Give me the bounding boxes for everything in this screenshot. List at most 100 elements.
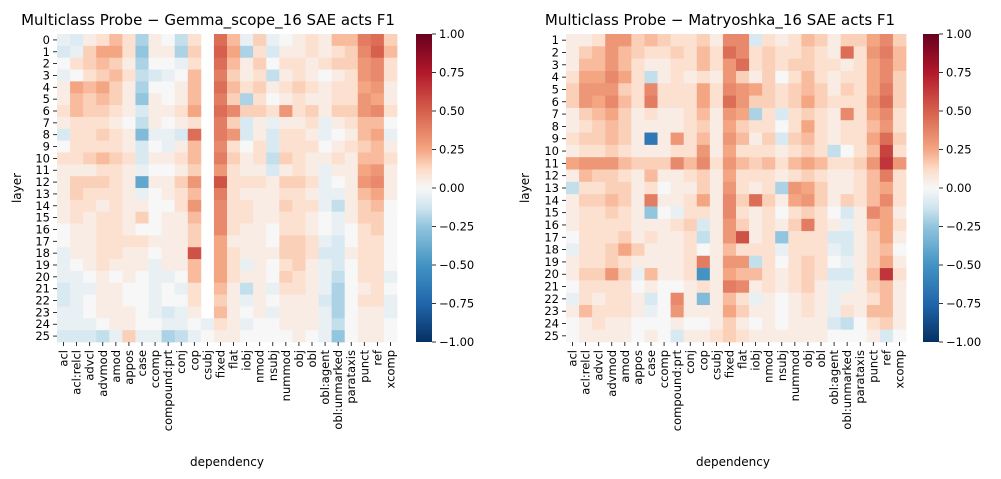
heatmap-cell — [279, 188, 293, 201]
heatmap-cell — [305, 259, 319, 272]
heatmap-cell — [344, 45, 359, 59]
heatmap-cell — [318, 294, 333, 307]
heatmap-cell — [670, 107, 685, 121]
heatmap-cell — [344, 270, 359, 284]
heatmap-cell — [253, 188, 267, 201]
heatmap-cell — [370, 318, 385, 331]
heatmap-cell — [187, 176, 202, 189]
heatmap-cell — [279, 152, 293, 165]
heatmap-cell — [670, 280, 685, 294]
heatmap-cell — [57, 176, 71, 189]
heatmap-cell — [83, 199, 97, 213]
heatmap-cell — [253, 270, 267, 284]
x-tick-label: cop — [696, 350, 710, 371]
heatmap-cell — [749, 206, 763, 220]
heatmap-cell — [253, 105, 267, 118]
heatmap-cell — [148, 223, 163, 236]
heatmap-cell — [722, 95, 737, 109]
heatmap-cell — [240, 116, 254, 130]
heatmap-cell — [631, 58, 645, 72]
colorbar-tick-label: 0.25 — [946, 143, 972, 157]
heatmap-cell — [605, 280, 619, 294]
heatmap-cell — [853, 144, 868, 158]
heatmap-cell — [266, 211, 280, 224]
heatmap-cell — [749, 107, 763, 121]
heatmap-cell — [683, 194, 698, 207]
heatmap-cell — [866, 83, 881, 96]
heatmap-cell — [644, 218, 658, 232]
x-tick-label: advmod — [605, 350, 619, 397]
heatmap-cell — [722, 329, 737, 343]
heatmap-cell — [879, 34, 894, 47]
heatmap-cell — [762, 292, 776, 306]
heatmap-cell — [266, 128, 280, 142]
heatmap-cell — [161, 306, 176, 319]
heatmap-cell — [135, 294, 149, 307]
heatmap-cell — [57, 34, 71, 47]
heatmap-cell — [775, 70, 789, 84]
heatmap-cell — [122, 259, 136, 272]
heatmap-cell — [592, 194, 606, 207]
heatmap-cell — [814, 243, 828, 257]
y-tick-label: 16 — [35, 222, 50, 236]
heatmap-cell — [135, 188, 149, 201]
heatmap-cell — [670, 169, 685, 183]
heatmap-cell — [383, 34, 398, 47]
heatmap-cell — [70, 330, 84, 343]
heatmap-cell — [83, 176, 97, 189]
x-tick-label: fixed — [722, 350, 736, 378]
heatmap-cell — [644, 70, 658, 84]
heatmap-cell — [775, 268, 789, 281]
heatmap-cell — [318, 57, 333, 70]
heatmap-cell — [344, 223, 359, 236]
heatmap-cell — [775, 329, 789, 343]
heatmap-cell — [618, 280, 632, 294]
heatmap-cell — [814, 120, 828, 133]
heatmap-cell — [279, 128, 293, 142]
x-tick-label: advcl — [83, 350, 97, 381]
heatmap-cell — [749, 70, 763, 84]
heatmap-cell — [775, 317, 789, 331]
heatmap-cell — [892, 83, 907, 96]
heatmap-cell — [775, 305, 789, 318]
colorbar-tick-label: −0.50 — [946, 258, 981, 272]
heatmap-cell — [827, 169, 842, 183]
heatmap-cell — [266, 93, 280, 106]
heatmap-cell — [892, 132, 907, 146]
heatmap-cell — [292, 199, 306, 213]
heatmap-cell — [253, 128, 267, 142]
heatmap-cell — [579, 46, 593, 60]
heatmap-cell — [148, 128, 163, 142]
heatmap-cell — [83, 69, 97, 82]
heatmap-cell — [383, 270, 398, 284]
heatmap-cell — [122, 93, 136, 106]
heatmap-cell — [788, 107, 802, 121]
heatmap-cell — [892, 243, 907, 257]
heatmap-cell — [213, 93, 228, 106]
heatmap-cell — [83, 282, 97, 296]
heatmap-cell — [579, 329, 593, 343]
heatmap-cell — [762, 255, 776, 269]
heatmap-cell — [683, 157, 698, 170]
heatmap-cell — [840, 305, 855, 318]
heatmap-cell — [266, 45, 280, 59]
heatmap-cell — [331, 45, 346, 59]
x-tick-label: ccomp — [148, 350, 162, 388]
heatmap-cell — [96, 235, 110, 248]
y-tick-label: 0 — [43, 33, 50, 47]
heatmap-cell — [709, 157, 724, 170]
x-tick-label: punct — [866, 350, 880, 383]
heatmap-cell — [109, 93, 123, 106]
heatmap-cell — [814, 95, 828, 109]
heatmap-cell — [148, 57, 163, 70]
heatmap-cell — [775, 120, 789, 133]
heatmap-cell — [775, 218, 789, 232]
heatmap-cell — [122, 152, 136, 165]
heatmap-cell — [383, 247, 398, 260]
x-tick-label: obl:unmarked — [331, 350, 345, 430]
heatmap-cell — [266, 223, 280, 236]
heatmap-cell — [318, 45, 333, 59]
heatmap-cell — [670, 305, 685, 318]
heatmap-cell — [292, 270, 306, 284]
heatmap-cell — [305, 105, 319, 118]
